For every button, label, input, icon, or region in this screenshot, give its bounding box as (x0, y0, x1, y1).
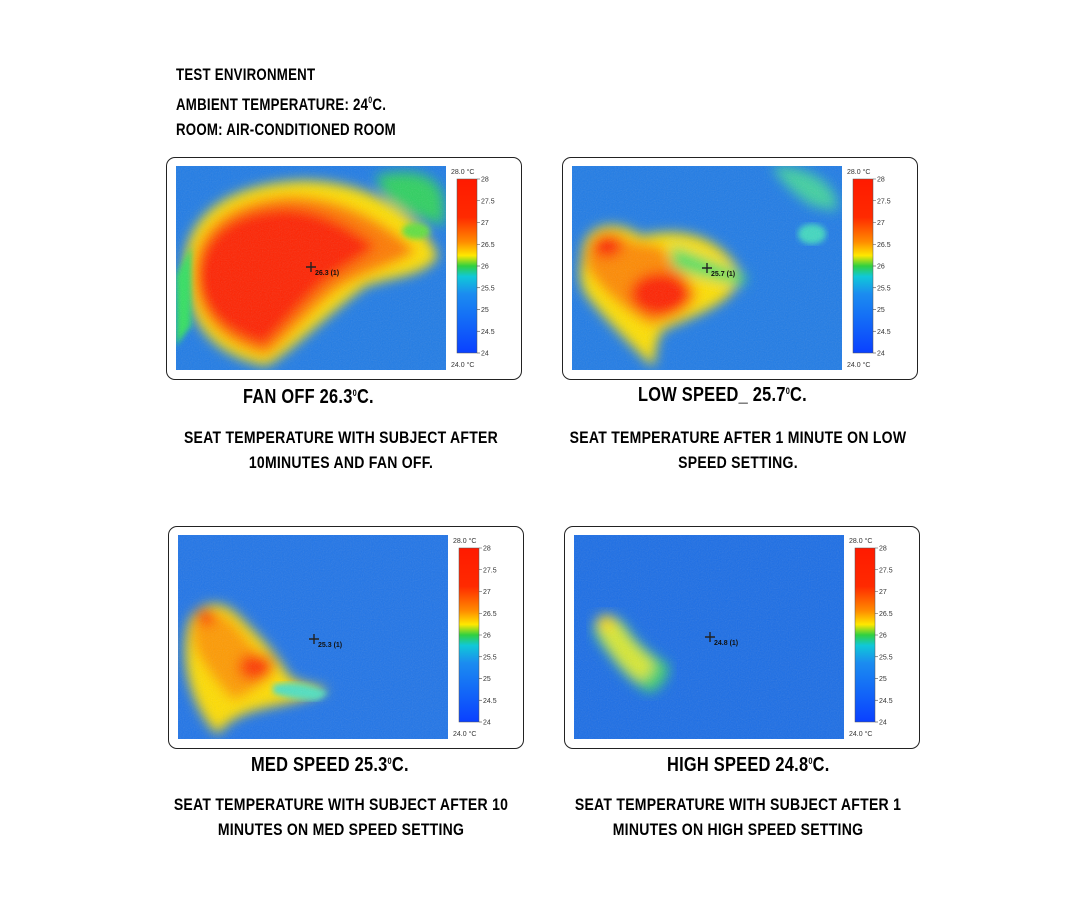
scale-tick-label: 28 (483, 546, 491, 553)
thermal-image-fan-off: 26.3 (1) (176, 166, 446, 370)
fan-off-degree: 0 (352, 388, 357, 398)
thermal-panel-low-speed: 25.7 (1) 28.0 °C 28 27.5 27 26.5 26 25.5 25 24.… (562, 157, 918, 380)
scale-tick-label: 24.5 (879, 698, 893, 705)
crosshair-marker: 26.3 (1) (306, 262, 339, 277)
scale-max-label: 28.0 °C (849, 537, 872, 545)
scale-tick-label: 25.5 (877, 285, 891, 292)
scale-tick-label: 24.5 (483, 698, 497, 705)
scale-tick-label: 27.5 (481, 198, 495, 205)
temperature-scale: 28.0 °C 28 27.5 27 26.5 26 25.5 25 24.5 24 24.0 … (449, 166, 513, 370)
scale-min-label: 24.0 °C (451, 361, 474, 369)
ambient-temperature-degree: 0 (368, 94, 373, 105)
low-speed-title-text: LOW SPEED_ 25.7 (638, 384, 786, 406)
high-speed-title: HIGH SPEED 24.80C. (667, 754, 830, 777)
scale-tick-label: 28 (877, 177, 885, 184)
scale-tick-label: 28 (481, 177, 489, 184)
med-speed-description-line2: MINUTES ON MED SPEED SETTING (217, 821, 465, 839)
thermal-panel-high-speed: 24.8 (1) 28.0 °C 28 27.5 27 26.5 26 25.5 25 24.… (564, 526, 920, 749)
med-speed-unit: C. (391, 754, 409, 776)
scale-tick-label: 27 (879, 589, 887, 596)
low-speed-unit: C. (790, 384, 807, 406)
scale-tick-label: 25 (877, 307, 885, 314)
scale-tick-label: 28 (879, 546, 887, 553)
scale-tick-label: 24 (879, 720, 887, 727)
thermal-image-low-speed: 25.7 (1) (572, 166, 842, 370)
crosshair-marker: 25.3 (1) (309, 634, 342, 649)
scale-tick-label: 27 (481, 220, 489, 227)
fan-off-description-line1: SEAT TEMPERATURE WITH SUBJECT AFTER (183, 429, 499, 447)
scale-tick-label: 25 (481, 307, 489, 314)
scale-tick-label: 25 (879, 676, 887, 683)
marker-reading: 26.3 (1) (315, 270, 339, 277)
high-speed-description-line2: MINUTES ON HIGH SPEED SETTING (612, 821, 864, 839)
scale-max-label: 28.0 °C (451, 168, 474, 176)
crosshair-marker: 25.7 (1) (702, 263, 735, 278)
scale-tick-label: 25.5 (481, 285, 495, 292)
marker-reading: 25.7 (1) (711, 271, 735, 278)
scale-tick-label: 24.5 (877, 329, 891, 336)
scale-tick-label: 27 (877, 220, 885, 227)
crosshair-marker: 24.8 (1) (705, 632, 738, 647)
scale-min-label: 24.0 °C (849, 730, 872, 738)
scale-tick-label: 24 (877, 351, 885, 358)
med-speed-description-line1: SEAT TEMPERATURE WITH SUBJECT AFTER 10 (173, 796, 509, 814)
temperature-scale: 28.0 °C 28 27.5 27 26.5 26 25.5 25 24.5 24 24.0 … (847, 535, 911, 739)
room-description: ROOM: AIR-CONDITIONED ROOM (176, 120, 396, 139)
med-speed-title-text: MED SPEED 25.3 (251, 754, 388, 776)
scale-tick-label: 26.5 (877, 242, 891, 249)
low-speed-degree: 0 (785, 386, 791, 396)
high-speed-description: SEAT TEMPERATURE WITH SUBJECT AFTER 1 MI… (568, 793, 908, 843)
low-speed-description-line1: SEAT TEMPERATURE AFTER 1 MINUTE ON LOW (569, 429, 907, 447)
scale-tick-label: 26 (877, 264, 885, 271)
low-speed-title: LOW SPEED_ 25.70C. (638, 384, 807, 407)
scale-tick-label: 25.5 (879, 654, 893, 661)
scale-max-label: 28.0 °C (453, 537, 476, 545)
scale-tick-label: 26 (481, 264, 489, 271)
fan-off-unit: C. (356, 386, 374, 408)
fan-off-title-text: FAN OFF 26.3 (243, 386, 353, 408)
thermal-image-high-speed: 24.8 (1) (574, 535, 844, 739)
scale-tick-label: 27 (483, 589, 491, 596)
med-speed-degree: 0 (387, 756, 392, 766)
low-speed-description-line2: SPEED SETTING. (678, 454, 798, 472)
marker-reading: 25.3 (1) (318, 642, 342, 649)
thermal-panel-fan-off: 26.3 (1) 28.0 °C 28 27.5 27 26.5 26 25.5 25 24.… (166, 157, 522, 380)
environment-heading: TEST ENVIRONMENT (176, 65, 316, 84)
ambient-temperature-unit: C. (372, 94, 387, 114)
fan-off-description-line2: 10MINUTES AND FAN OFF. (248, 454, 434, 472)
scale-tick-label: 26 (483, 633, 491, 640)
fan-off-title: FAN OFF 26.30C. (243, 386, 374, 409)
scale-min-label: 24.0 °C (847, 361, 870, 369)
high-speed-description-line1: SEAT TEMPERATURE WITH SUBJECT AFTER 1 (574, 796, 902, 814)
scale-tick-label: 24 (483, 720, 491, 727)
fan-off-description: SEAT TEMPERATURE WITH SUBJECT AFTER 10MI… (171, 426, 511, 476)
scale-tick-label: 26.5 (483, 611, 497, 618)
ambient-temperature: AMBIENT TEMPERATURE: 240C. (176, 88, 396, 118)
scale-tick-label: 27.5 (483, 567, 497, 574)
scale-tick-label: 25.5 (483, 654, 497, 661)
temperature-scale: 28.0 °C 28 27.5 27 26.5 26 25.5 25 24.5 24 24.0 … (845, 166, 909, 370)
scale-max-label: 28.0 °C (847, 168, 870, 176)
med-speed-description: SEAT TEMPERATURE WITH SUBJECT AFTER 10 M… (171, 793, 511, 843)
scale-tick-label: 27.5 (879, 567, 893, 574)
scale-tick-label: 24 (481, 351, 489, 358)
scale-tick-label: 27.5 (877, 198, 891, 205)
thermal-panel-med-speed: 25.3 (1) 28.0 °C 28 27.5 27 26.5 26 25.5 25 24.… (168, 526, 524, 749)
scale-tick-label: 26.5 (481, 242, 495, 249)
scale-tick-label: 25 (483, 676, 491, 683)
test-environment-block: TEST ENVIRONMENT AMBIENT TEMPERATURE: 24… (176, 62, 458, 143)
high-speed-unit: C. (812, 754, 830, 776)
scale-tick-label: 24.5 (481, 329, 495, 336)
high-speed-title-text: HIGH SPEED 24.8 (667, 754, 809, 776)
scale-tick-label: 26.5 (879, 611, 893, 618)
marker-reading: 24.8 (1) (714, 640, 738, 647)
med-speed-title: MED SPEED 25.30C. (251, 754, 409, 777)
temperature-scale: 28.0 °C 28 27.5 27 26.5 26 25.5 25 24.5 24 24.0 … (451, 535, 515, 739)
scale-tick-label: 26 (879, 633, 887, 640)
low-speed-description: SEAT TEMPERATURE AFTER 1 MINUTE ON LOW S… (568, 426, 908, 476)
scale-min-label: 24.0 °C (453, 730, 476, 738)
high-speed-degree: 0 (808, 756, 813, 766)
thermal-image-med-speed: 25.3 (1) (178, 535, 448, 739)
ambient-temperature-text: AMBIENT TEMPERATURE: 24 (176, 94, 369, 114)
